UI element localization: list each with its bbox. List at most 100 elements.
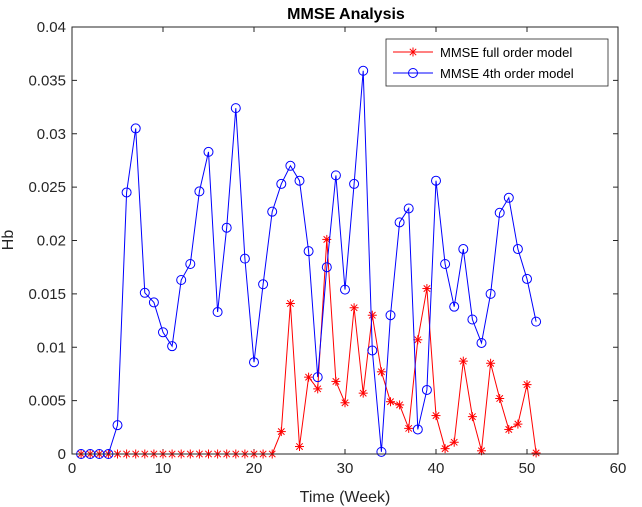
chart-title: MMSE Analysis	[287, 6, 405, 23]
x-tick-label: 60	[610, 460, 627, 477]
y-tick-label: 0.02	[37, 233, 66, 250]
data-point	[148, 297, 159, 308]
data-point	[303, 246, 314, 257]
data-point	[349, 178, 360, 189]
data-point	[431, 175, 441, 186]
data-point	[331, 376, 341, 386]
y-tick-label: 0.035	[28, 72, 66, 89]
data-point	[494, 207, 505, 218]
data-point	[412, 424, 423, 435]
data-point	[512, 244, 523, 255]
data-point	[477, 446, 486, 456]
data-point	[340, 284, 350, 295]
data-point	[212, 307, 223, 318]
data-point	[422, 284, 432, 294]
data-point	[404, 423, 414, 433]
data-point	[531, 316, 542, 327]
data-point	[295, 442, 304, 452]
y-tick-label: 0.015	[28, 286, 66, 303]
y-tick-label: 0	[58, 446, 66, 463]
data-point	[194, 186, 205, 197]
data-point	[467, 314, 478, 325]
data-point	[386, 397, 395, 407]
data-point	[294, 175, 305, 186]
data-point	[476, 337, 487, 348]
data-point	[449, 301, 460, 312]
data-point	[485, 288, 496, 299]
series-line-1	[81, 70, 537, 455]
data-point	[358, 388, 368, 398]
x-tick-label: 40	[428, 460, 445, 477]
legend-marker-symbol	[408, 68, 418, 78]
data-point	[385, 310, 396, 321]
y-axis-label: Hb	[0, 230, 17, 251]
data-point	[239, 253, 250, 264]
data-point	[486, 358, 496, 368]
x-tick-label: 20	[246, 460, 263, 477]
x-tick-label: 0	[68, 460, 76, 477]
data-point	[522, 273, 532, 284]
data-point	[467, 412, 477, 422]
series-markers-1	[76, 65, 542, 459]
data-point	[395, 400, 405, 410]
data-point	[203, 146, 214, 157]
data-point	[403, 203, 414, 214]
data-point	[139, 287, 150, 298]
data-point	[176, 274, 187, 285]
data-point	[130, 123, 141, 134]
legend-label-4th-order: MMSE 4th order model	[440, 66, 574, 81]
data-point	[394, 217, 405, 228]
series-layer	[76, 65, 542, 459]
data-point	[304, 372, 314, 382]
data-point	[413, 335, 423, 345]
plot-area-frame	[71, 26, 619, 455]
data-point	[367, 345, 378, 356]
data-point	[376, 367, 386, 377]
data-point	[221, 222, 232, 233]
data-point	[503, 192, 514, 203]
data-point	[440, 258, 451, 269]
data-point	[458, 356, 468, 366]
data-point	[285, 160, 296, 171]
data-point	[340, 398, 350, 408]
x-tick-label: 30	[337, 460, 354, 477]
data-point	[285, 298, 295, 308]
data-point	[230, 103, 241, 114]
data-point	[349, 303, 359, 313]
x-axis-label: Time (Week)	[300, 489, 391, 506]
x-tick-label: 10	[155, 460, 172, 477]
data-point	[531, 448, 541, 458]
data-point	[167, 341, 178, 352]
data-point	[313, 384, 323, 394]
x-tick-label: 50	[519, 460, 536, 477]
legend-box	[385, 38, 609, 87]
y-tick-label: 0.025	[28, 179, 66, 196]
data-point	[276, 427, 286, 437]
data-point	[421, 384, 432, 395]
data-point	[321, 262, 332, 273]
data-point	[158, 327, 168, 338]
data-point	[449, 437, 459, 447]
data-point	[249, 357, 259, 368]
y-tick-label: 0.04	[37, 19, 66, 36]
data-point	[258, 279, 269, 290]
data-point	[431, 411, 441, 421]
data-point	[495, 393, 505, 403]
data-point	[458, 244, 469, 255]
y-tick-label: 0.01	[37, 339, 66, 356]
legend-marker-symbol	[408, 47, 418, 57]
data-point	[358, 65, 369, 76]
y-tick-label: 0.03	[37, 126, 66, 143]
legend-marker-full-order	[408, 47, 418, 57]
data-point	[112, 420, 123, 431]
data-point	[312, 372, 323, 383]
data-point	[367, 310, 377, 320]
data-point	[522, 380, 532, 390]
legend-marker-4th-order	[408, 68, 418, 78]
legend-label-full-order: MMSE full order model	[440, 45, 572, 60]
data-point	[440, 444, 450, 454]
data-point	[185, 258, 196, 269]
y-tick-label: 0.005	[28, 393, 66, 410]
data-point	[330, 170, 341, 181]
